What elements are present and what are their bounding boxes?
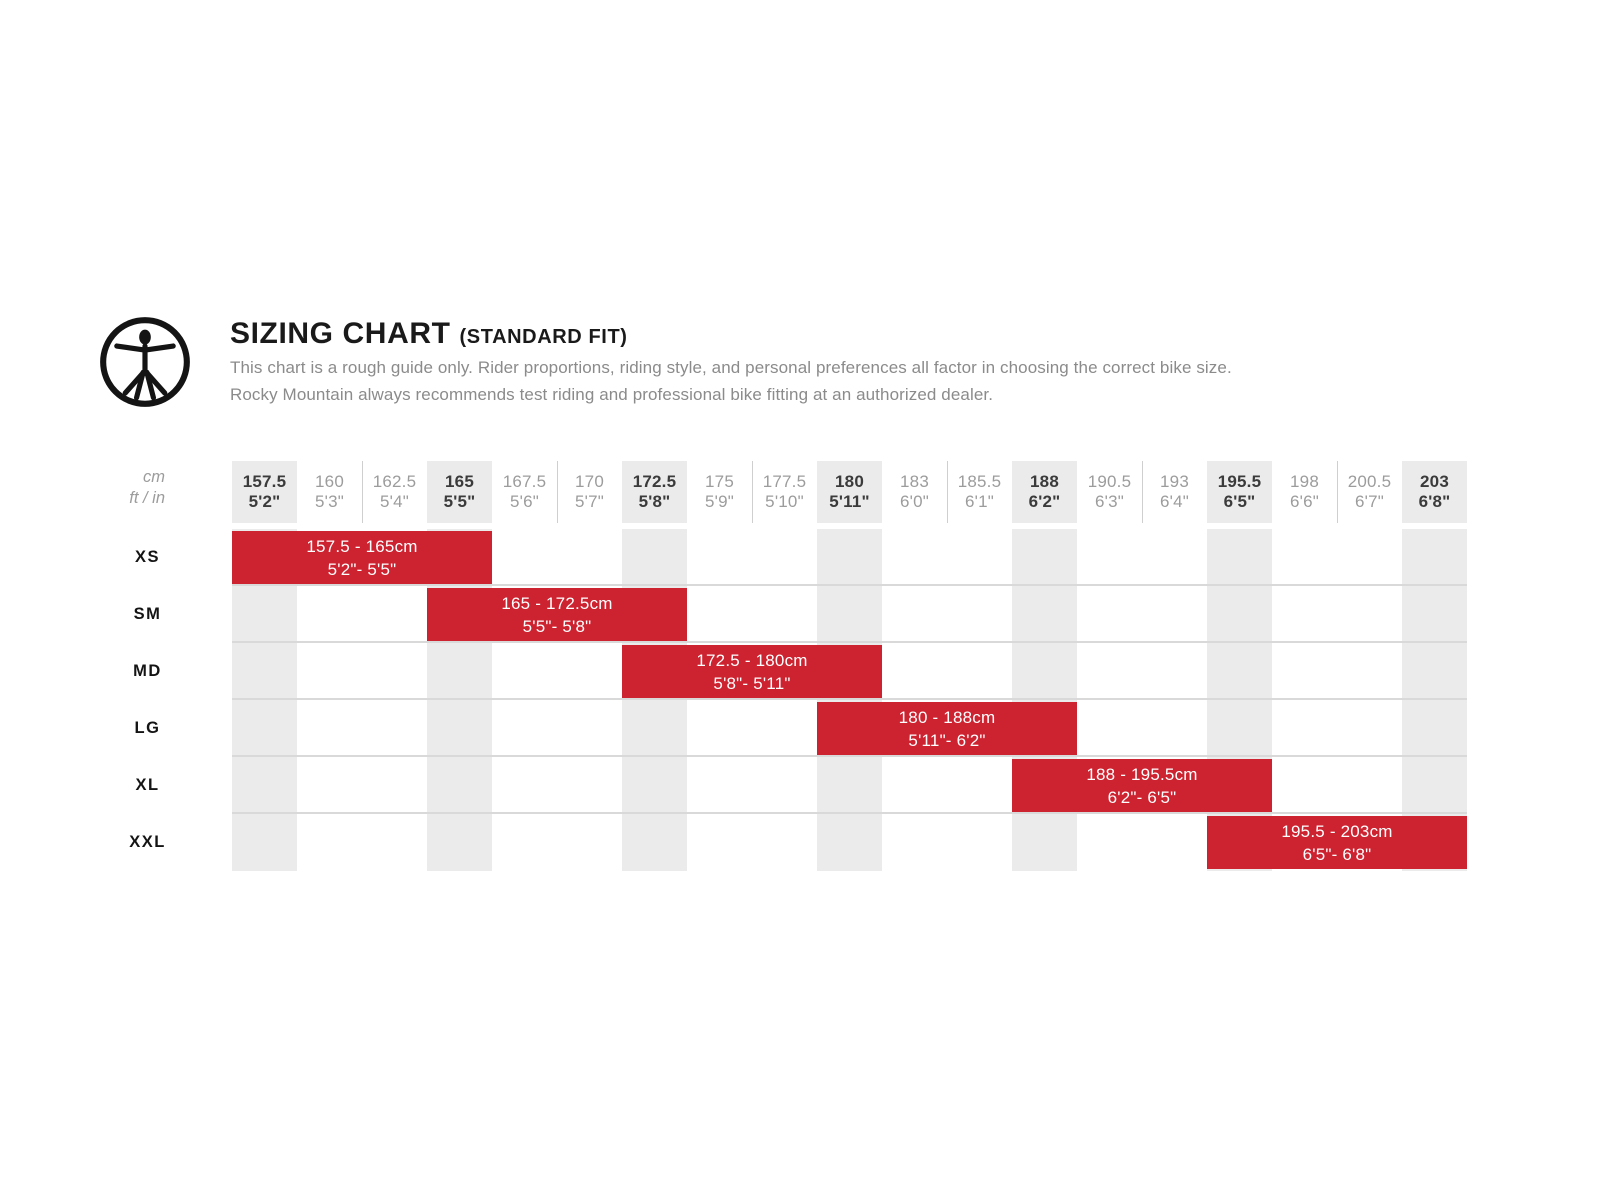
bar-range-ftin: 6'5"- 6'8" [1302, 844, 1372, 864]
height-tick-177-5: 177.5 5'10" [762, 472, 807, 511]
height-tick-162-5: 162.5 5'4" [372, 472, 417, 511]
chart-title-row: SIZING CHART (STANDARD FIT) [230, 317, 628, 351]
column-stripe [1402, 529, 1467, 871]
size-range-bar-xs: 157.5 - 165cm 5'2"- 5'5" [232, 531, 492, 584]
height-tick-180: 180 5'11" [817, 461, 882, 523]
row-label-xxl: XXL [129, 833, 166, 851]
height-tick-188: 188 6'2" [1012, 461, 1077, 523]
bar-range-cm: 157.5 - 165cm [306, 536, 418, 556]
page-title-suffix: (STANDARD FIT) [459, 326, 628, 348]
size-range-bar-xl: 188 - 195.5cm 6'2"- 6'5" [1012, 759, 1272, 812]
bar-range-cm: 180 - 188cm [898, 707, 996, 727]
vitruvian-man-icon [100, 317, 190, 407]
height-tick-160: 160 5'3" [315, 472, 344, 511]
row-separator [232, 755, 1467, 757]
axis-unit-ftin-label: ft / in [129, 489, 165, 507]
chart-description-line1: This chart is a rough guide only. Rider … [230, 358, 1232, 377]
height-tick-183: 183 6'0" [900, 472, 929, 511]
bar-range-ftin: 5'2"- 5'5" [327, 559, 397, 579]
height-tick-190-5: 190.5 6'3" [1087, 472, 1132, 511]
bar-range-ftin: 5'8"- 5'11" [713, 673, 791, 693]
bar-range-cm: 165 - 172.5cm [501, 593, 613, 613]
height-tick-175: 175 5'9" [705, 472, 734, 511]
header-divider [1142, 461, 1143, 523]
height-tick-193: 193 6'4" [1160, 472, 1189, 511]
row-separator [232, 812, 1467, 814]
header-divider [362, 461, 363, 523]
row-label-xs: XS [134, 548, 160, 566]
size-range-bar-md: 172.5 - 180cm 5'8"- 5'11" [622, 645, 882, 698]
size-range-bar-xxl: 195.5 - 203cm 6'5"- 6'8" [1207, 816, 1467, 869]
height-tick-195-5: 195.5 6'5" [1207, 461, 1272, 523]
height-tick-172-5: 172.5 5'8" [622, 461, 687, 523]
column-stripe [427, 529, 492, 871]
column-stripe [622, 529, 687, 871]
bar-range-cm: 188 - 195.5cm [1086, 764, 1198, 784]
height-tick-200-5: 200.5 6'7" [1347, 472, 1392, 511]
size-range-bar-sm: 165 - 172.5cm 5'5"- 5'8" [427, 588, 687, 641]
bar-range-ftin: 5'11"- 6'2" [908, 730, 986, 750]
row-separator [232, 641, 1467, 643]
header-divider [1337, 461, 1338, 523]
row-label-lg: LG [134, 719, 161, 737]
bar-range-ftin: 5'5"- 5'8" [522, 616, 592, 636]
row-label-xl: XL [135, 776, 160, 794]
height-tick-167-5: 167.5 5'6" [502, 472, 547, 511]
row-label-sm: SM [133, 605, 162, 623]
size-range-bar-lg: 180 - 188cm 5'11"- 6'2" [817, 702, 1077, 755]
chart-description: This chart is a rough guide only. Rider … [230, 355, 1232, 408]
bar-range-cm: 172.5 - 180cm [696, 650, 808, 670]
header-divider [557, 461, 558, 523]
header-divider [752, 461, 753, 523]
axis-unit-cm-label: cm [143, 468, 165, 486]
height-tick-185-5: 185.5 6'1" [957, 472, 1002, 511]
bar-range-ftin: 6'2"- 6'5" [1107, 787, 1177, 807]
column-stripe [1012, 529, 1077, 871]
column-stripe [817, 529, 882, 871]
page-title: SIZING CHART [230, 317, 451, 350]
column-stripe [1207, 529, 1272, 871]
chart-description-line2: Rocky Mountain always recommends test ri… [230, 384, 994, 404]
height-tick-157-5: 157.5 5'2" [232, 461, 297, 523]
column-stripe [232, 529, 297, 871]
row-label-md: MD [133, 662, 162, 680]
brand-logo [98, 315, 192, 409]
height-tick-198: 198 6'6" [1290, 472, 1319, 511]
row-separator [232, 698, 1467, 700]
header-divider [947, 461, 948, 523]
height-tick-165: 165 5'5" [427, 461, 492, 523]
height-tick-170: 170 5'7" [575, 472, 604, 511]
height-tick-203: 203 6'8" [1402, 461, 1467, 523]
row-separator [232, 584, 1467, 586]
bar-range-cm: 195.5 - 203cm [1281, 821, 1393, 841]
